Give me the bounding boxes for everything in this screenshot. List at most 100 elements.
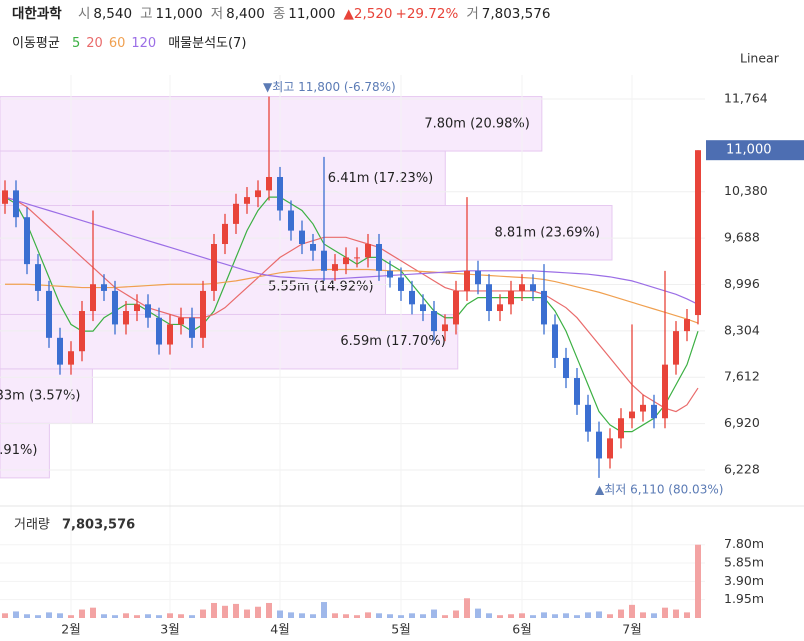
candle-body — [57, 337, 63, 365]
candle-body — [431, 311, 437, 332]
volume-bar — [24, 614, 30, 618]
volume-bar — [57, 613, 63, 618]
legend-entry: 120 — [131, 36, 157, 51]
volume-bar — [343, 614, 349, 618]
volume-bar — [651, 613, 657, 618]
stat-value: 11,000 — [155, 6, 203, 22]
last-price-tag — [706, 140, 804, 161]
candle-body — [376, 244, 382, 271]
candle-body — [233, 203, 239, 224]
candle-body — [24, 217, 30, 265]
volume-bar — [156, 615, 162, 618]
volume-bar — [68, 615, 74, 618]
ma-line — [4, 196, 699, 433]
volume-bar — [354, 615, 360, 618]
candle-body — [475, 270, 481, 285]
stat-name: 시 — [77, 6, 91, 22]
volume-bar — [673, 609, 679, 618]
profile-band — [0, 313, 459, 370]
volume-bar — [376, 613, 382, 618]
stat-name: 저 — [210, 6, 224, 22]
legend-entry: 20 — [86, 36, 103, 51]
candle-body — [178, 317, 184, 325]
volume-bar — [497, 615, 503, 618]
volume-bar — [222, 605, 228, 618]
profile-label: 7.80m (20.98%) — [424, 116, 529, 131]
volume-bar — [90, 607, 96, 618]
volume-bar — [607, 614, 613, 618]
candle-body — [277, 176, 283, 211]
candle-body — [508, 290, 514, 305]
profile-band — [0, 368, 93, 424]
high-note: ▼최고 11,800 (-6.78%) — [263, 80, 396, 94]
legend-entry: 5 — [71, 36, 81, 51]
candle-body — [442, 324, 448, 332]
volume-bar — [79, 609, 85, 618]
volume-bar — [585, 612, 591, 618]
volume-bar — [288, 612, 294, 618]
volume-bar — [541, 612, 547, 618]
candle-body — [310, 244, 316, 251]
legend-entry: 60 — [108, 36, 126, 51]
candle-body — [607, 438, 613, 459]
volume-bar — [365, 612, 371, 618]
stat-value: 8,540 — [93, 6, 133, 22]
volume-bar — [420, 614, 426, 618]
candle-body — [464, 270, 470, 291]
x-tick-label: 5월 — [391, 622, 410, 637]
x-tick-label: 2월 — [61, 622, 80, 637]
volume-bar — [519, 613, 525, 618]
volume-bar — [695, 544, 701, 618]
ma-title: 이동평균 — [12, 36, 60, 51]
candle-body — [68, 351, 74, 365]
stat-name: 거 — [466, 6, 479, 22]
volume-bar — [563, 613, 569, 618]
candle-body — [46, 290, 52, 338]
volume-bar — [112, 615, 118, 618]
volume-bar — [255, 606, 261, 618]
candle-body — [13, 190, 19, 218]
profile-label: 1.33m (3.57%) — [0, 389, 80, 404]
candle-body — [618, 418, 624, 439]
change: ▲2,520 — [343, 6, 393, 22]
scale-toggle[interactable]: Linear — [740, 51, 780, 66]
candle-body — [662, 364, 668, 419]
volume-bar — [233, 603, 239, 618]
volume-bar — [35, 615, 41, 618]
stat-name: 고 — [140, 6, 153, 22]
volume-bar — [167, 613, 173, 618]
volume-bar — [596, 611, 602, 618]
volume-bar — [200, 609, 206, 618]
candle-body — [409, 290, 415, 305]
ma-line — [4, 196, 699, 413]
y-tick-label: 6,228 — [724, 461, 760, 476]
candle-body — [684, 319, 690, 332]
x-tick-label: 4월 — [270, 622, 289, 637]
stat-value: 7,803,576 — [481, 6, 551, 22]
volume-bar — [277, 610, 283, 618]
volume-title: 거래량 — [14, 518, 50, 533]
volume-bar — [310, 614, 316, 618]
candle-body — [585, 404, 591, 432]
candle-body — [486, 284, 492, 312]
volume-bar — [442, 615, 448, 618]
candle-body — [189, 317, 195, 338]
volume-bar — [409, 613, 415, 618]
y-tick-label: 10,380 — [724, 183, 768, 198]
volume-bar — [475, 608, 481, 618]
volume-bar — [574, 615, 580, 618]
volume-value: 7,803,576 — [62, 518, 135, 533]
candle-body — [112, 290, 118, 325]
candle-body — [541, 290, 547, 325]
candle-body — [222, 223, 228, 245]
volume-bar — [101, 614, 107, 618]
volume-bar — [145, 614, 151, 618]
volume-bar — [211, 602, 217, 618]
candle-body — [211, 244, 217, 291]
candle-body — [574, 378, 580, 405]
volume-bar — [398, 615, 404, 618]
indicator-legend: 이동평균 5 20 60 120 매물분석도(7) — [12, 32, 249, 51]
candle-body — [101, 284, 107, 291]
